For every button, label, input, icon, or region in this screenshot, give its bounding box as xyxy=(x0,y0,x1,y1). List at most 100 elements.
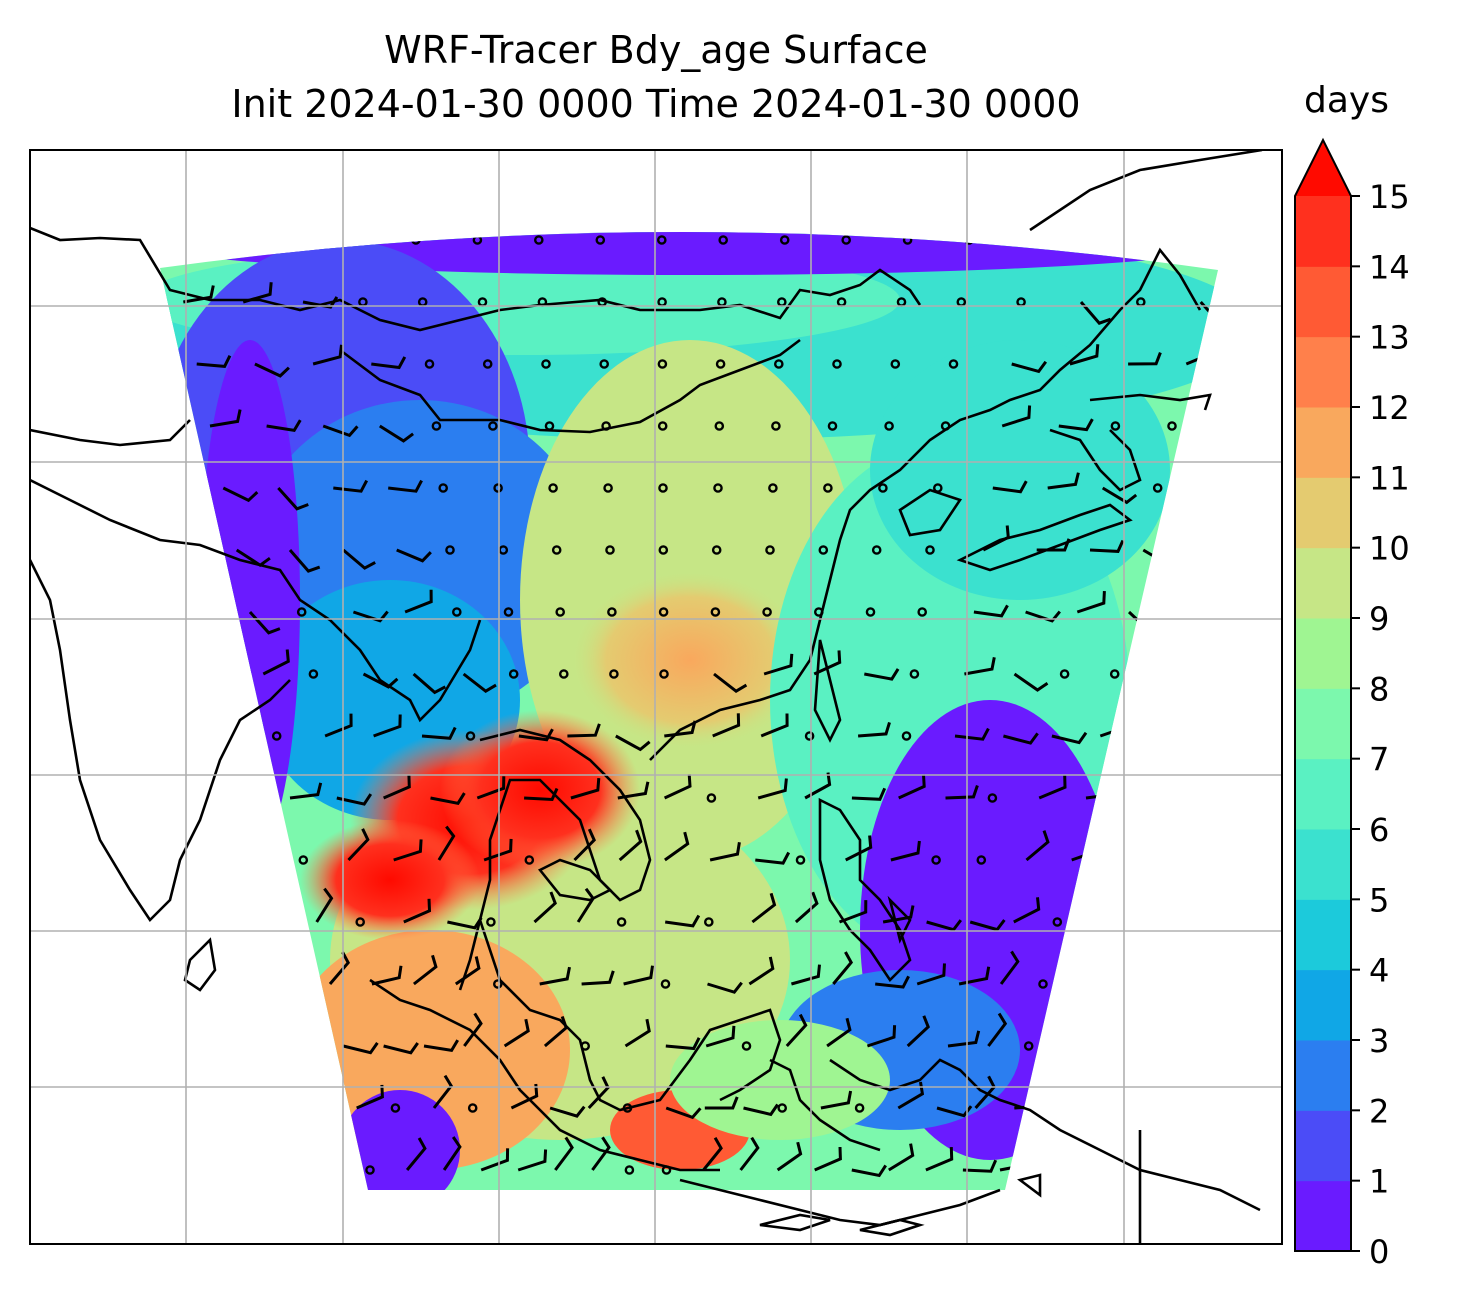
wind-barb xyxy=(524,787,559,802)
wind-barb xyxy=(888,1143,915,1172)
wind-barb xyxy=(442,1136,462,1171)
wind-barb xyxy=(962,1159,998,1173)
calm-wind-marker xyxy=(658,483,668,493)
calm-wind-marker xyxy=(296,607,307,617)
wind-barb xyxy=(987,1012,1008,1047)
wind-barb xyxy=(617,781,650,800)
calm-wind-marker xyxy=(493,483,503,493)
calm-wind-marker xyxy=(1109,669,1120,679)
colorbar-level-5 xyxy=(1295,829,1351,900)
wind-barb xyxy=(1076,591,1106,614)
wind-barb xyxy=(371,965,403,986)
colorbar-level-1 xyxy=(1295,1110,1351,1182)
wind-barb xyxy=(1089,539,1125,553)
wind-barb xyxy=(242,282,273,304)
calm-wind-marker xyxy=(595,235,606,245)
wind-barb xyxy=(312,344,343,366)
calm-wind-marker xyxy=(390,1103,401,1113)
colorbar-tick-label: 10 xyxy=(1369,530,1410,568)
wind-barb xyxy=(936,1105,973,1118)
wind-barb xyxy=(1025,830,1050,862)
wind-barb xyxy=(1036,538,1071,552)
wind-barb xyxy=(665,1037,701,1051)
wind-barb xyxy=(183,285,215,304)
wind-barb xyxy=(707,981,743,994)
calm-wind-marker xyxy=(482,359,493,369)
wind-barb xyxy=(302,296,339,309)
wind-barb xyxy=(757,778,788,800)
calm-wind-marker xyxy=(616,917,627,927)
wind-barb xyxy=(353,231,382,242)
wind-barb xyxy=(866,1025,897,1048)
wind-barb xyxy=(624,1018,651,1048)
calm-wind-marker xyxy=(762,607,772,617)
wind-barb xyxy=(926,919,962,932)
calm-wind-marker xyxy=(541,359,551,369)
wind-barb xyxy=(826,1017,852,1048)
wind-barb xyxy=(709,842,741,862)
wind-barb xyxy=(347,828,370,862)
wind-barb xyxy=(804,772,832,800)
wind-barb xyxy=(518,728,554,742)
calm-wind-marker xyxy=(486,917,496,927)
wind-barb xyxy=(898,774,926,800)
wind-barb xyxy=(328,951,351,985)
wind-barb xyxy=(480,1148,510,1172)
wind-barb xyxy=(814,1146,842,1172)
colorbar-tick-label: 4 xyxy=(1369,952,1389,990)
wind-barb xyxy=(1030,238,1066,251)
wind-barb xyxy=(510,1083,539,1110)
wind-barb xyxy=(342,1042,379,1055)
wind-barb xyxy=(463,1012,483,1047)
calm-wind-marker xyxy=(1038,979,1048,989)
calm-wind-marker xyxy=(657,421,668,431)
calm-wind-marker xyxy=(704,917,714,927)
wind-barb xyxy=(412,954,438,986)
colorbar-label: days xyxy=(1304,80,1389,121)
wind-barb xyxy=(462,672,497,694)
calm-wind-marker xyxy=(814,607,824,617)
wind-barb xyxy=(423,1039,459,1053)
wind-barb xyxy=(958,966,991,986)
wind-barb xyxy=(412,672,447,695)
wind-barb xyxy=(785,1013,808,1048)
wind-barb xyxy=(623,965,654,986)
calm-wind-marker xyxy=(976,855,987,865)
wind-barb xyxy=(288,549,321,573)
calm-wind-marker xyxy=(884,421,894,431)
calm-wind-marker xyxy=(544,421,555,431)
wind-barb xyxy=(371,356,407,370)
calm-wind-marker xyxy=(657,235,667,245)
wind-barb xyxy=(430,792,466,805)
colorbar-tick-label: 8 xyxy=(1369,670,1389,708)
wind-barb xyxy=(396,548,432,563)
chart-subtitle: Init 2024-01-30 0000 Time 2024-01-30 000… xyxy=(231,82,1081,126)
colorbar-tick-label: 13 xyxy=(1369,319,1410,357)
calm-wind-marker xyxy=(901,731,912,741)
gridlines xyxy=(30,150,1282,1244)
wind-barb xyxy=(266,419,302,433)
wind-barb xyxy=(857,721,891,738)
wind-barb xyxy=(954,727,990,741)
calm-wind-marker xyxy=(492,979,503,989)
wind-barb xyxy=(1047,472,1080,490)
calm-wind-marker xyxy=(424,359,435,369)
calm-wind-marker xyxy=(660,979,671,989)
colorbar-tick-label: 11 xyxy=(1369,459,1410,497)
wind-barb xyxy=(704,1096,739,1110)
calm-wind-marker xyxy=(878,483,888,493)
wind-barb xyxy=(664,914,701,928)
wind-barb xyxy=(813,650,842,676)
colorbar-level-8 xyxy=(1295,618,1351,689)
calm-wind-marker xyxy=(768,483,778,493)
calm-wind-marker xyxy=(917,607,928,617)
wind-barb xyxy=(712,713,741,738)
calm-wind-marker xyxy=(601,421,611,431)
wind-barb xyxy=(755,851,791,865)
calm-wind-marker xyxy=(940,421,951,431)
wind-barb xyxy=(336,793,373,806)
calm-wind-marker xyxy=(555,607,566,617)
calm-wind-marker xyxy=(827,421,838,431)
calm-wind-marker xyxy=(931,855,941,865)
wind-barb xyxy=(1101,486,1138,505)
